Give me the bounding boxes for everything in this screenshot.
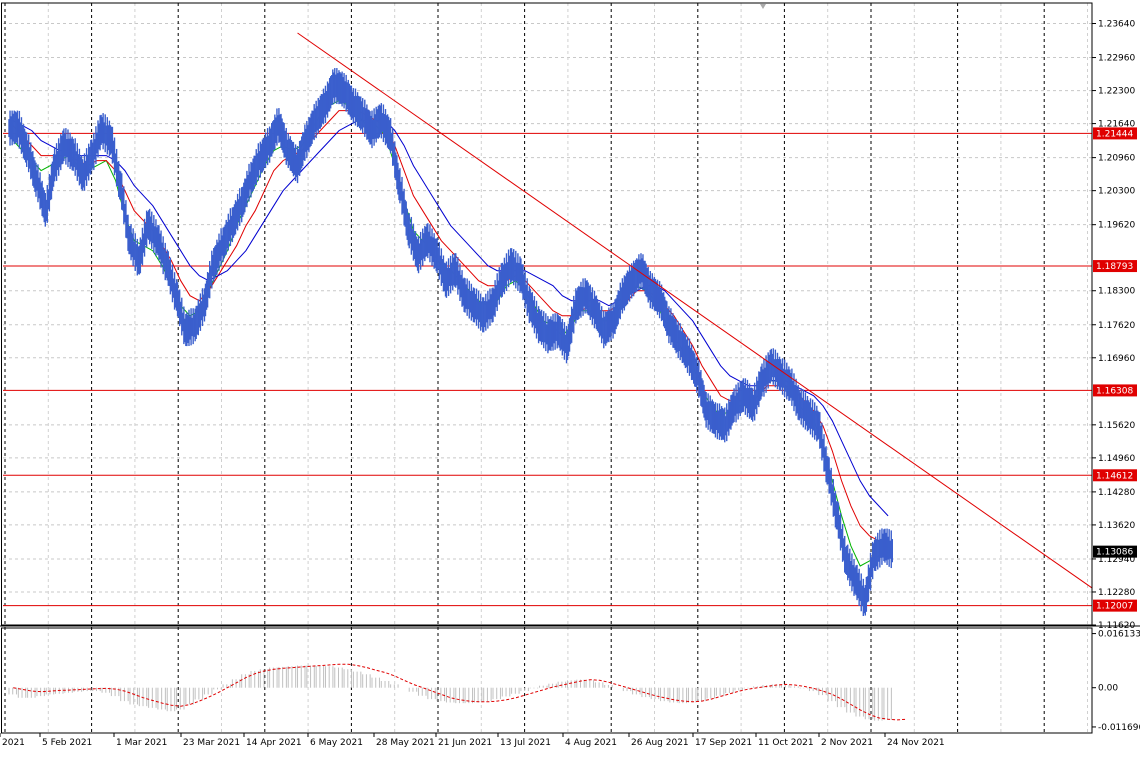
axes: 1.23640 1.22960 1.22300 1.21640 1.20960 1.203… — [0, 20, 1140, 748]
level-price-label: 1.16308 — [1096, 386, 1133, 396]
price-tick-label: 1.13620 — [1098, 521, 1135, 531]
osc-signal-line — [13, 663, 907, 721]
price-tick-label: 1.15620 — [1098, 421, 1135, 431]
date-tick-label: 5 Feb 2021 — [42, 738, 92, 748]
chart-frame — [0, 2, 1140, 734]
main-panel-border — [1, 2, 1093, 626]
price-tick-label: 1.17620 — [1098, 321, 1135, 331]
level-price-label: 1.12007 — [1096, 602, 1133, 612]
shift-marker — [760, 4, 766, 9]
price-tick-label: 1.11620 — [1098, 621, 1135, 631]
level-price-tag — [1093, 384, 1137, 397]
level-price-tag — [1093, 260, 1137, 273]
price-tick-label: 1.16960 — [1098, 354, 1135, 364]
date-tick-label: 4 Aug 2021 — [565, 738, 617, 748]
price-tick-label: 1.19620 — [1098, 221, 1135, 231]
date-tick-label: 17 Sep 2021 — [695, 738, 752, 748]
price-tick-label: 1.14280 — [1098, 488, 1135, 498]
level-price-tag — [1093, 469, 1137, 482]
date-tick-label: 26 Aug 2021 — [631, 738, 689, 748]
oscillator-panel-border — [1, 627, 1093, 734]
date-tick-label: 21 Jun 2021 — [438, 738, 492, 748]
price-bars — [8, 68, 893, 616]
date-tick-label: 2 Nov 2021 — [821, 738, 873, 748]
level-price-label: 1.21444 — [1096, 129, 1133, 139]
osc-tick-label: 0.00 — [1098, 684, 1118, 694]
price-tick-label: 1.21640 — [1098, 120, 1135, 130]
price-tick-label: 1.14960 — [1098, 454, 1135, 464]
osc-tick-label: -0.011696 — [1098, 723, 1140, 733]
date-tick-label: 28 May 2021 — [376, 738, 435, 748]
horizontal-levels[interactable]: 1.21444 1.18793 1.16308 1.14612 1.12007 1.130… — [3, 127, 1137, 612]
price-tick-label: 1.18300 — [1098, 287, 1135, 297]
price-tick-label: 1.20960 — [1098, 154, 1135, 164]
price-tick-label: 1.12940 — [1098, 555, 1135, 565]
price-tick-label: 1.12280 — [1098, 588, 1135, 598]
date-tick-label: 23 Mar 2021 — [183, 738, 240, 748]
price-tick-label: 1.22960 — [1098, 54, 1135, 64]
level-price-tag — [1093, 599, 1137, 612]
date-tick-label: 14 Apr 2021 — [246, 738, 302, 748]
date-tick-label: 24 Nov 2021 — [887, 738, 945, 748]
level-price-label: 1.18793 — [1096, 262, 1133, 272]
trendline-group[interactable] — [297, 32, 1093, 589]
date-tick-label: 1 Mar 2021 — [116, 738, 167, 748]
level-price-tag — [1093, 127, 1137, 140]
price-tick-label: 1.20300 — [1098, 187, 1135, 197]
date-tick-label: 11 Oct 2021 — [758, 738, 814, 748]
level-price-label: 1.14612 — [1096, 471, 1133, 481]
date-tick-label: 13 Jul 2021 — [500, 738, 551, 748]
date-tick-label: 6 May 2021 — [310, 738, 363, 748]
trendline — [297, 32, 1093, 589]
current-price-label: 1.13086 — [1096, 548, 1133, 558]
osc-tick-label: 0.016133 — [1098, 630, 1140, 640]
price-tick-label: 1.23640 — [1098, 20, 1135, 30]
current-price-tag — [1093, 545, 1137, 558]
date-tick-label: 2021 — [2, 738, 25, 748]
price-tick-label: 1.22300 — [1098, 87, 1135, 97]
oscillator — [8, 663, 907, 721]
